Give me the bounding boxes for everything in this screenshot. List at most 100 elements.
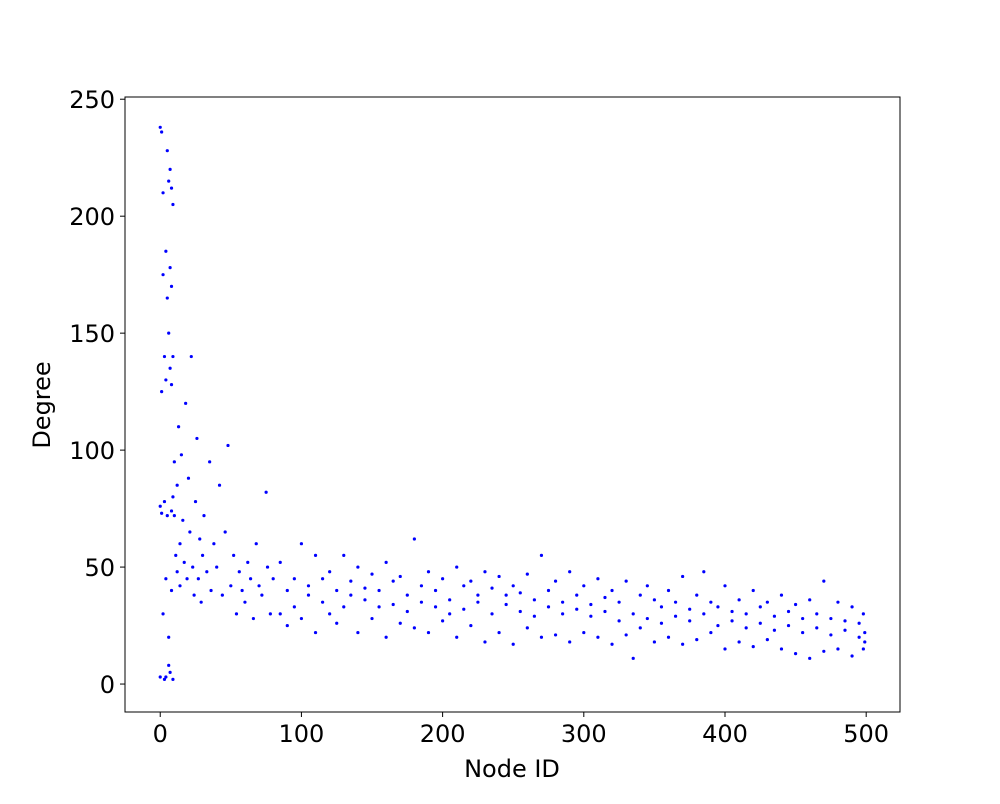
point bbox=[561, 600, 565, 604]
point bbox=[786, 609, 791, 614]
point bbox=[179, 453, 184, 457]
point bbox=[169, 186, 174, 190]
point bbox=[659, 621, 664, 625]
point bbox=[377, 588, 381, 593]
point bbox=[172, 460, 176, 464]
point bbox=[412, 537, 416, 541]
point bbox=[624, 579, 628, 583]
point bbox=[709, 630, 713, 635]
point bbox=[171, 354, 175, 359]
point bbox=[589, 602, 593, 607]
point bbox=[188, 530, 192, 534]
point bbox=[202, 514, 206, 518]
y-tick-label: 200 bbox=[69, 203, 115, 231]
point bbox=[511, 642, 515, 646]
y-tick-label: 0 bbox=[100, 671, 115, 699]
point bbox=[229, 584, 233, 588]
point bbox=[433, 605, 438, 609]
point bbox=[370, 572, 374, 576]
point bbox=[476, 600, 480, 604]
point bbox=[589, 614, 593, 618]
point bbox=[292, 577, 296, 581]
point bbox=[716, 605, 720, 609]
point bbox=[476, 593, 480, 597]
point bbox=[490, 612, 494, 616]
point bbox=[171, 677, 175, 681]
point bbox=[264, 490, 268, 494]
point bbox=[335, 588, 339, 593]
point bbox=[688, 607, 692, 611]
point bbox=[772, 614, 777, 618]
point bbox=[268, 612, 272, 616]
point bbox=[793, 652, 798, 656]
point bbox=[433, 588, 438, 593]
point bbox=[217, 483, 222, 487]
point bbox=[234, 612, 239, 616]
point bbox=[723, 584, 727, 588]
point bbox=[299, 616, 304, 621]
point bbox=[617, 619, 621, 623]
point bbox=[161, 191, 165, 195]
point bbox=[191, 565, 195, 569]
point bbox=[765, 637, 769, 642]
point bbox=[391, 602, 395, 607]
point bbox=[164, 577, 168, 581]
point bbox=[483, 570, 487, 574]
point bbox=[175, 570, 179, 574]
point bbox=[702, 570, 706, 574]
point bbox=[861, 647, 865, 651]
point bbox=[175, 483, 179, 487]
point bbox=[192, 593, 196, 597]
point bbox=[328, 570, 332, 574]
point bbox=[808, 598, 812, 602]
point bbox=[398, 574, 402, 579]
point bbox=[553, 633, 558, 637]
x-tick-label: 300 bbox=[561, 720, 607, 748]
point bbox=[652, 598, 656, 602]
point bbox=[426, 630, 431, 635]
point bbox=[169, 588, 174, 593]
point bbox=[702, 612, 706, 616]
point bbox=[260, 593, 264, 597]
point bbox=[171, 495, 175, 499]
point bbox=[829, 616, 833, 621]
point bbox=[285, 588, 289, 593]
point bbox=[168, 266, 172, 270]
point bbox=[313, 553, 318, 557]
point bbox=[744, 626, 748, 630]
point bbox=[342, 605, 346, 609]
point bbox=[624, 633, 628, 637]
point bbox=[168, 366, 172, 370]
point bbox=[168, 670, 172, 674]
point bbox=[223, 530, 227, 534]
point bbox=[189, 354, 193, 359]
point bbox=[568, 640, 572, 644]
point bbox=[504, 602, 508, 607]
point bbox=[164, 249, 168, 253]
point bbox=[349, 579, 353, 583]
point bbox=[199, 600, 203, 604]
point bbox=[568, 570, 572, 574]
point bbox=[240, 588, 244, 593]
point bbox=[160, 511, 164, 515]
point bbox=[158, 125, 162, 129]
point bbox=[243, 600, 247, 604]
point bbox=[638, 593, 642, 597]
point bbox=[553, 579, 558, 583]
point bbox=[164, 675, 168, 679]
point bbox=[681, 642, 685, 646]
point bbox=[843, 628, 847, 632]
point bbox=[596, 577, 600, 581]
point bbox=[709, 600, 713, 604]
point bbox=[405, 609, 409, 614]
point bbox=[730, 609, 734, 614]
x-tick-label: 0 bbox=[153, 720, 168, 748]
point bbox=[469, 623, 473, 628]
point bbox=[419, 584, 424, 588]
point bbox=[306, 584, 311, 588]
point bbox=[681, 574, 685, 579]
point bbox=[836, 600, 840, 604]
point bbox=[158, 504, 162, 508]
x-tick-label: 400 bbox=[702, 720, 748, 748]
point bbox=[363, 598, 367, 602]
